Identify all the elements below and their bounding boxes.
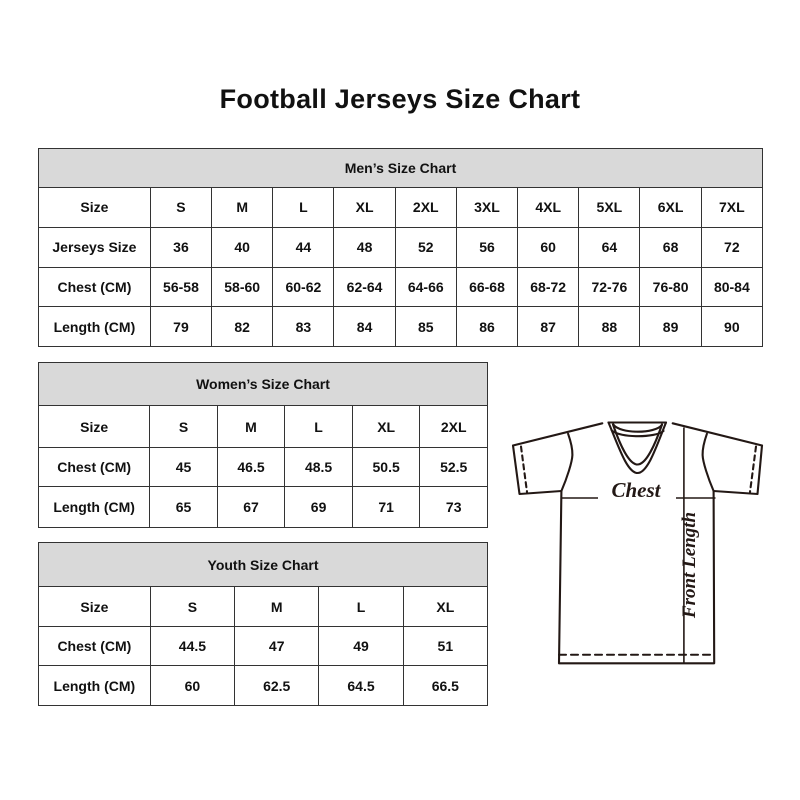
svg-text:Front Length: Front Length (679, 512, 700, 619)
svg-text:Chest: Chest (611, 478, 661, 502)
